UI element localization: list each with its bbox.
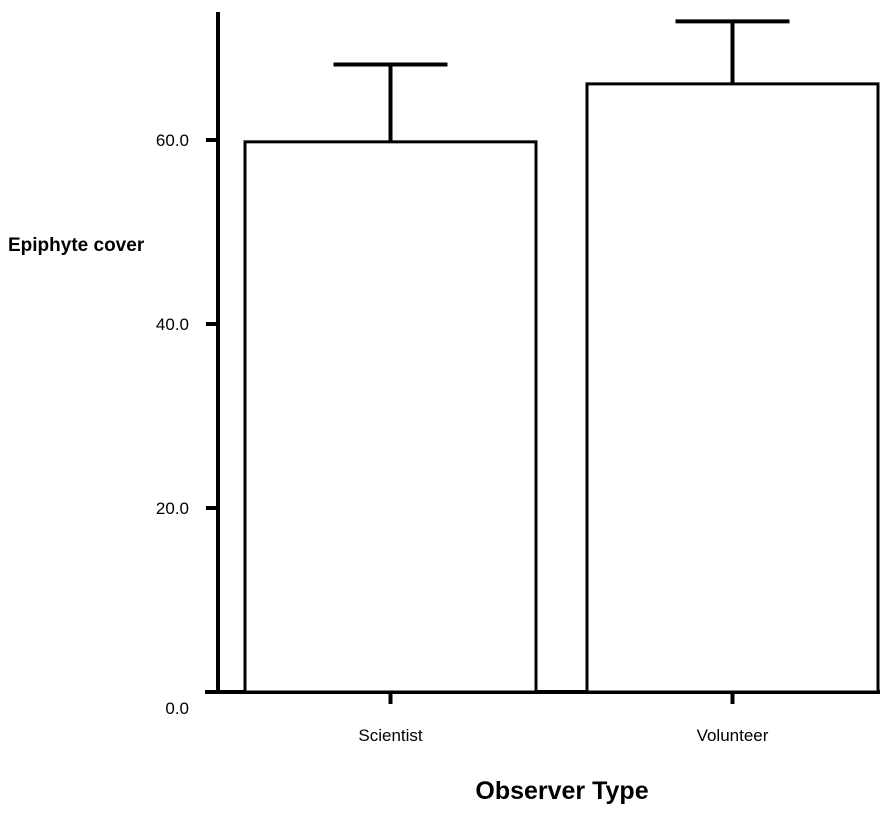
y-tick-label: 0.0 [165, 699, 189, 718]
category-label: Scientist [358, 726, 423, 745]
x-ticks: Scientist Volunteer [358, 692, 769, 745]
category-label: Volunteer [697, 726, 769, 745]
bar-scientist [243, 140, 538, 694]
x-axis-label: Observer Type [475, 777, 648, 805]
bars [243, 19, 880, 694]
y-tick-label: 40.0 [156, 315, 189, 334]
y-tick-label: 60.0 [156, 131, 189, 150]
y-axis-label: Epiphyte cover [8, 235, 145, 256]
y-tick-label: 20.0 [156, 499, 189, 518]
y-ticks: 0.0 20.0 40.0 60.0 [156, 131, 218, 718]
bar-volunteer [585, 82, 880, 694]
